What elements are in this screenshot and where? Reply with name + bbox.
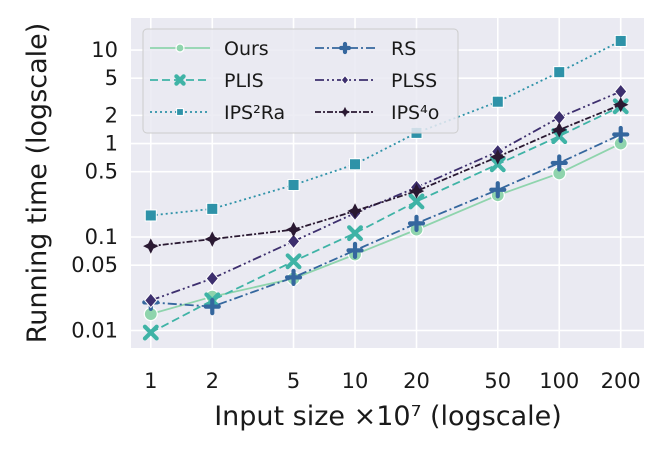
plus-marker (338, 41, 352, 55)
x-marker (347, 225, 363, 242)
square-marker (287, 178, 300, 192)
diamond-marker (205, 270, 220, 287)
y-tick-label: 0.05 (71, 253, 118, 277)
series-group (142, 34, 630, 341)
legend: Ours PLIS IPS²Ra RS PLSS IPS⁴o (142, 28, 459, 134)
y-tick-label: 1 (105, 132, 118, 156)
x-marker (408, 193, 425, 210)
legend-entry-3: RS (315, 38, 416, 60)
legend-box (142, 28, 459, 134)
tick-labels: 1 2 5 10 20 50 100 200 0.01 0.05 0.1 0.5 1 2 5 10 (71, 38, 641, 393)
plus-marker (612, 125, 630, 144)
square-marker (614, 34, 627, 47)
legend-label: PLSS (391, 70, 437, 92)
plus-marker (489, 181, 507, 199)
y-tick-label: 0.01 (71, 319, 118, 343)
square-marker (491, 95, 504, 108)
y-tick-label: 0.5 (85, 160, 118, 184)
star-marker (339, 106, 351, 118)
series-line (150, 103, 622, 247)
legend-label: IPS⁴o (391, 102, 439, 124)
series-5 (143, 96, 629, 254)
star-marker (551, 122, 567, 138)
plus-marker (203, 298, 221, 316)
star-marker (613, 96, 629, 113)
plus-marker (346, 241, 364, 259)
y-tick-label: 0.1 (85, 225, 118, 249)
square-marker (348, 158, 362, 171)
star-marker (490, 149, 506, 165)
x-tick-label: 10 (342, 369, 369, 393)
plus-marker (407, 214, 426, 232)
legend-entry-2: IPS²Ra (150, 102, 285, 124)
star-marker (204, 231, 220, 247)
y-tick-label: 5 (105, 66, 118, 90)
y-tick-label: 2 (105, 103, 118, 127)
y-axis-title: Running time (logscale) (22, 23, 53, 344)
x-tick-label: 1 (144, 369, 157, 393)
x-axis-title: Input size ×10⁷ (logscale) (214, 401, 562, 432)
diamond-marker (144, 292, 158, 309)
x-tick-label: 200 (601, 369, 641, 393)
star-marker (347, 203, 363, 219)
x-marker (174, 74, 186, 86)
legend-label: IPS²Ra (224, 102, 285, 124)
legend-entry-5: IPS⁴o (315, 102, 439, 124)
square-marker (206, 202, 219, 215)
x-tick-label: 20 (403, 369, 430, 393)
legend-label: PLIS (224, 70, 264, 92)
series-line (150, 40, 622, 217)
legend-entry-1: PLIS (150, 70, 264, 92)
legend-label: Ours (224, 38, 269, 60)
star-marker (408, 183, 425, 199)
x-marker (285, 253, 302, 270)
diamond-marker (286, 233, 301, 250)
series-line (150, 133, 622, 308)
star-marker (143, 238, 159, 254)
x-tick-label: 100 (539, 369, 579, 393)
legend-entry-4: PLSS (315, 70, 437, 92)
plus-marker (550, 154, 568, 172)
x-tick-label: 50 (484, 369, 511, 393)
square-marker (144, 209, 157, 222)
series-2 (144, 34, 627, 222)
circle-marker (175, 43, 185, 53)
x-marker (142, 324, 159, 341)
y-tick-label: 10 (91, 38, 118, 62)
diamond-marker (340, 74, 350, 86)
series-line (150, 105, 622, 334)
square-marker (176, 108, 184, 116)
x-tick-label: 5 (287, 369, 300, 393)
plus-marker (284, 268, 303, 286)
x-tick-label: 2 (206, 369, 219, 393)
legend-entry-0: Ours (150, 38, 269, 60)
square-marker (553, 66, 566, 79)
legend-label: RS (391, 38, 416, 60)
star-marker (285, 221, 302, 238)
